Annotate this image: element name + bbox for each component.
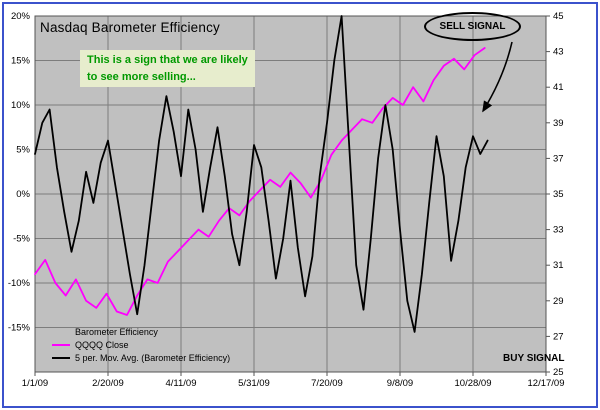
series-line-qqqq-close [34, 47, 486, 316]
legend-sample-blank [52, 331, 70, 333]
svg-text:29: 29 [553, 296, 564, 307]
svg-text:-5%: -5% [13, 234, 30, 245]
legend-label-barometer-efficiency: Barometer Efficiency [75, 326, 158, 337]
svg-text:10%: 10% [11, 100, 31, 111]
svg-text:20%: 20% [11, 11, 31, 22]
series-lines [34, 15, 489, 333]
legend: Barometer Efficiency QQQQ Close 5 per. M… [52, 325, 230, 364]
legend-label-moving-average: 5 per. Mov. Avg. (Barometer Efficiency) [75, 352, 231, 363]
svg-text:37: 37 [553, 153, 564, 164]
svg-text:27: 27 [553, 331, 564, 342]
buy-signal-label: BUY SIGNAL [503, 353, 565, 364]
svg-text:45: 45 [553, 11, 564, 22]
legend-sample-mov-avg-line [52, 356, 70, 359]
svg-text:35: 35 [553, 189, 564, 200]
legend-item-moving-average: 5 per. Mov. Avg. (Barometer Efficiency) [52, 351, 230, 364]
series-line-5-per-mov-avg-barometer-efficiency [34, 15, 489, 333]
svg-text:33: 33 [553, 225, 564, 236]
svg-text:-10%: -10% [8, 278, 31, 289]
svg-text:9/8/09: 9/8/09 [387, 378, 413, 389]
chart-title: Nasdaq Barometer Efficiency [40, 20, 220, 35]
y-right-axis-labels: 45 43 41 39 37 35 33 31 29 27 25 [546, 11, 564, 378]
annotation-note-line1: This is a sign that we are likely [87, 54, 248, 66]
legend-item-barometer-efficiency: Barometer Efficiency [52, 325, 230, 338]
svg-text:41: 41 [553, 82, 564, 93]
sell-signal-label: SELL SIGNAL [424, 12, 521, 41]
svg-text:-15%: -15% [8, 323, 31, 334]
svg-text:31: 31 [553, 260, 564, 271]
svg-text:5/31/09: 5/31/09 [238, 378, 270, 389]
svg-text:4/11/09: 4/11/09 [166, 378, 197, 389]
svg-text:12/17/09: 12/17/09 [528, 378, 565, 389]
annotation-note: This is a sign that we are likely to see… [80, 50, 255, 87]
svg-text:15%: 15% [11, 56, 31, 67]
plot-area: 20% 15% 10% 5% 0% -5% -10% -15% 45 43 41 39 37 35 33 31… [8, 11, 565, 389]
svg-text:1/1/09: 1/1/09 [22, 378, 48, 389]
svg-text:7/20/09: 7/20/09 [311, 378, 343, 389]
svg-text:5%: 5% [16, 145, 30, 156]
svg-text:25: 25 [553, 367, 564, 378]
legend-sample-qqqq-line [52, 343, 70, 346]
legend-label-qqqq-close: QQQQ Close [75, 339, 129, 350]
legend-item-qqqq-close: QQQQ Close [52, 338, 230, 351]
svg-text:10/28/09: 10/28/09 [455, 378, 492, 389]
svg-text:43: 43 [553, 47, 564, 58]
x-axis-labels: 1/1/09 2/20/09 4/11/09 5/31/09 7/20/09 9/8/09… [22, 372, 565, 389]
svg-text:2/20/09: 2/20/09 [92, 378, 124, 389]
y-left-axis-labels: 20% 15% 10% 5% 0% -5% -10% -15% [8, 11, 31, 334]
annotation-note-line2: to see more selling... [87, 70, 196, 83]
svg-text:39: 39 [553, 118, 564, 129]
svg-text:0%: 0% [16, 189, 30, 200]
